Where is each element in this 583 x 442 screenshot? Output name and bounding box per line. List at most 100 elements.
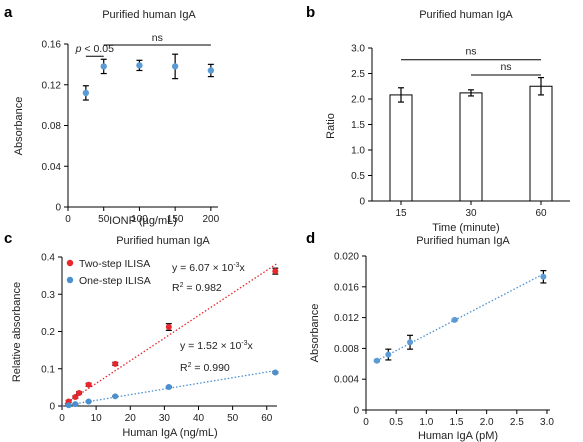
panel-a-data-point [207,67,215,74]
panel-d-data-point [540,273,547,280]
panel-d-x-tick-label: 1.5 [450,417,464,428]
panel-a-significance-p: p [75,43,82,55]
panel-b-bar [529,85,553,202]
panel-label-a: a [4,4,13,21]
panel-c-x-tick-label: 50 [227,413,239,424]
panel-d-y-label: Absorbance [309,304,321,363]
panel-c-y-tick-label: 0.4 [41,253,55,264]
panel-c-data-point [272,369,279,376]
panel-b-significance-label: ns [500,61,511,73]
panel-c-x-tick-label: 40 [193,413,205,424]
panel-b-y-label: Ratio [325,113,337,139]
panel-a-x-tick-label: 200 [203,214,220,225]
panel-d-y-tick-label: 0.008 [334,344,359,355]
equation-two-step-exp: -3 [233,262,239,269]
panel-c-data-point [85,398,92,405]
panel-c-data-point [72,394,79,401]
panel-b-bar [389,94,413,202]
panel-c-y-tick-label: 0.2 [41,327,55,338]
panel-c-data-point [76,389,83,396]
panel-d-x-tick-label: 1.0 [419,417,433,428]
panel-a-y-tick-label: 0.12 [42,80,62,91]
panel-a-x-tick-label: 50 [98,214,110,225]
r2-one-step: R2 = 0.990 [180,362,230,374]
panel-d-x-tick-label: 2.5 [510,417,524,428]
equation-one-step: y = 1.52 × 10-3x [180,340,254,352]
panel-b-title: Purified human IgA [419,9,513,21]
equation-two-step: y = 6.07 × 10-3x [172,262,246,274]
panel-label-c: c [4,230,12,247]
panel-c-x-tick-label: 60 [261,413,273,424]
panel-a-significance-text: ns [152,32,163,44]
panel-a-data-point [136,62,143,69]
panel-b-x-label: Time (minute) [432,222,499,234]
panel-b-bar [459,92,483,202]
panel-c-data-point [112,393,119,400]
equation-two-step-suffix: x [240,262,246,274]
panel-a-y-label: Absorbance [13,97,25,156]
panel-d-data-point [407,339,414,346]
panel-b-y-tick-label: 2.5 [351,69,365,80]
panel-c-x-label: Human IgA (ng/mL) [122,427,217,439]
panel-c-y-tick-label: 0.3 [41,290,55,301]
panel-d-y-tick-label: 0.012 [334,313,359,324]
r2-two-step-exp: 2 [180,282,184,289]
panel-b-x-tick-label: 30 [465,208,477,219]
panel-d-data-point [451,316,458,323]
r2-two-step: R2 = 0.982 [172,282,222,294]
panel-b-x-tick-label: 60 [535,208,547,219]
panel-d-x-tick-label: 2.0 [480,417,494,428]
legend-marker-two-step [66,259,74,267]
panel-a-x-label: IONP (µg/mL) [109,215,177,227]
panel-d-y-tick-label: 0.020 [334,252,359,263]
r2-two-step-label: R [172,282,180,294]
panel-d-data-point [373,357,380,364]
panel-label-d: d [306,230,315,247]
panel-d-fit-line [376,273,545,362]
legend-label-two-step: Two-step ILISA [79,258,150,270]
panel-c-data-point [165,324,172,331]
panel-a-x-tick-label: 0 [65,214,71,225]
panel-b-significance-label: ns [465,46,476,58]
panel-d-y-tick-label: 0.016 [334,282,359,293]
panel-c-title: Purified human IgA [116,235,210,247]
panel-c-data-point [272,268,279,275]
r2-one-step-value: = 0.990 [192,362,230,374]
equation-one-step-exp: -3 [241,340,247,347]
legend-marker-one-step [66,276,74,284]
panel-a-title: Purified human IgA [102,9,196,21]
panel-a-x-tick-label: 150 [167,214,184,225]
panel-c-data-point [112,360,119,367]
panel-a: a Purified human IgA 0 0.04 0.08 0.12 0.16 0… [4,4,220,227]
panel-d-y-tick-label: 0 [353,406,359,417]
panel-a-data-point [82,89,90,97]
panel-c-fit-line [61,263,278,407]
panel-c-data-point [85,381,92,388]
panel-d-y-tick-label: 0.004 [334,375,359,386]
panel-a-y-tick-label: 0 [55,203,61,214]
panel-label-b: b [306,4,315,21]
panel-d: d Purified human IgA 0 0.004 0.008 0.012 0.0… [306,230,554,442]
panel-c-y-tick-label: 0.1 [41,364,55,375]
panel-c-x-tick-label: 20 [125,413,137,424]
panel-c-legend: Two-step ILISA One-step ILISA [66,258,151,287]
r2-one-step-exp: 2 [188,362,192,369]
panel-a-y-tick-label: 0.04 [42,162,62,173]
r2-one-step-label: R [180,362,188,374]
panel-c: c Purified human IgA 0 0.1 0.2 0.3 0.4 0 10 20… [4,230,279,439]
equation-one-step-base: y = 1.52 × 10 [180,340,241,352]
r2-two-step-value: = 0.982 [184,282,222,294]
panel-d-x-tick-label: 3.0 [540,417,554,428]
panel-c-data-point [72,401,79,408]
equation-two-step-base: y = 6.07 × 10 [172,262,233,274]
panel-b-y-tick-label: 2.0 [351,95,365,106]
panel-b-y-tick-label: 1.0 [351,146,365,157]
panel-b-y-tick-label: 0.5 [351,171,365,182]
panel-d-x-label: Human IgA (pM) [418,430,498,442]
panel-d-x-tick-label: 0 [363,417,369,428]
panel-a-data-point [100,63,107,70]
panel-d-title: Purified human IgA [416,235,510,247]
legend-label-one-step: One-step ILISA [79,275,151,287]
panel-d-data-point [385,351,392,358]
